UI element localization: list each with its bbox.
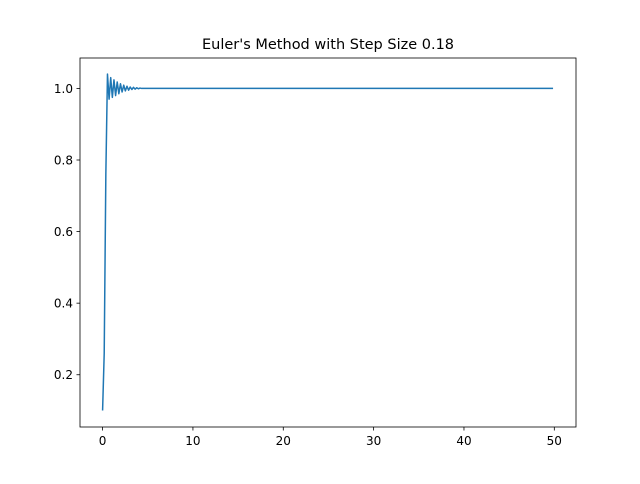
plot-area bbox=[80, 58, 576, 427]
y-tick-label: 0.8 bbox=[54, 154, 73, 168]
x-tick-label: 20 bbox=[276, 434, 291, 448]
y-tick-label: 0.6 bbox=[54, 225, 73, 239]
x-tick-label: 50 bbox=[547, 434, 562, 448]
y-tick-label: 0.2 bbox=[54, 368, 73, 382]
chart-title: Euler's Method with Step Size 0.18 bbox=[202, 37, 454, 53]
series-layer bbox=[101, 73, 554, 411]
x-tick-label: 30 bbox=[366, 434, 381, 448]
y-tick-label: 1.0 bbox=[54, 82, 73, 96]
series-line-0 bbox=[101, 73, 554, 411]
axes-layer: 0 10 20 30 40 50 0.2 0.4 0.6 0.8 1.0 bbox=[54, 57, 577, 448]
x-tick-label: 40 bbox=[456, 434, 471, 448]
plot-background bbox=[80, 58, 576, 427]
y-tick-label: 0.4 bbox=[54, 297, 73, 311]
x-tick-label: 0 bbox=[99, 434, 107, 448]
axes-frame bbox=[79, 57, 577, 428]
x-tick-label: 10 bbox=[185, 434, 200, 448]
